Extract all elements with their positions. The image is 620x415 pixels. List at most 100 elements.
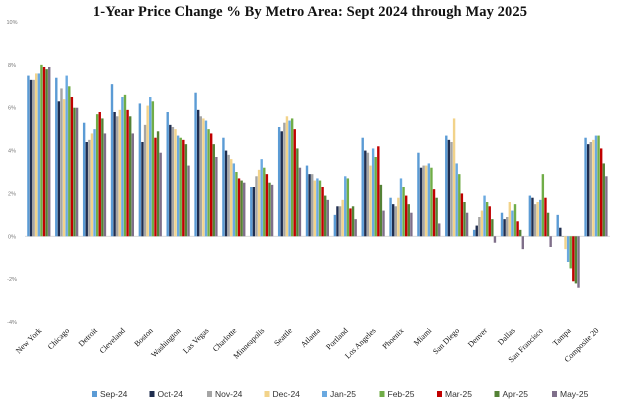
bar-nov-24 (506, 217, 509, 237)
bar-apr-25 (268, 182, 271, 237)
bar-mar-25 (516, 221, 519, 237)
bar-dec-24 (313, 180, 316, 237)
bar-sep-24 (27, 75, 30, 237)
y-tick-label: 4% (8, 149, 16, 155)
bar-dec-24 (118, 109, 121, 237)
bar-dec-24 (369, 165, 372, 237)
bar-dec-24 (174, 129, 177, 237)
bar-apr-25 (212, 144, 215, 237)
bar-dec-24 (452, 118, 456, 237)
bar-oct-24 (503, 219, 506, 237)
legend-swatch (552, 391, 557, 397)
bar-sep-24 (472, 229, 476, 237)
bar-sep-24 (556, 214, 559, 237)
category-label: Cleveland (98, 326, 127, 355)
bar-may-25 (577, 236, 580, 288)
bar-mar-25 (544, 197, 547, 237)
bar-may-25 (215, 157, 218, 237)
category-label: San Diego (431, 326, 461, 356)
bar-oct-24 (364, 150, 367, 237)
bar-jan-25 (316, 178, 319, 237)
bar-sep-24 (333, 214, 337, 237)
bar-may-25 (465, 212, 469, 237)
bar-sep-24 (138, 103, 142, 237)
bar-apr-25 (602, 163, 605, 237)
bar-sep-24 (417, 152, 420, 237)
bar-mar-25 (404, 195, 408, 237)
category-label: Las Vegas (181, 326, 210, 355)
bar-sep-24 (445, 135, 448, 237)
bar-jan-25 (371, 148, 375, 237)
category-label: Tampa (551, 326, 573, 348)
bar-mar-25 (265, 174, 269, 237)
bar-may-25 (382, 210, 385, 237)
bar-feb-25 (485, 202, 489, 237)
bar-jan-25 (204, 120, 208, 237)
bar-mar-25 (126, 109, 129, 237)
bar-mar-25 (349, 208, 352, 237)
legend-label: Jan-25 (330, 389, 356, 399)
bar-jan-25 (93, 129, 96, 237)
bar-apr-25 (379, 184, 383, 237)
bar-nov-24 (116, 116, 119, 237)
bar-nov-24 (88, 139, 91, 237)
bar-nov-24 (394, 206, 397, 237)
bar-may-25 (549, 236, 552, 247)
bar-feb-25 (95, 114, 99, 237)
bar-nov-24 (589, 142, 592, 237)
bar-feb-25 (151, 101, 155, 237)
legend-label: Feb-25 (388, 389, 415, 399)
bar-apr-25 (491, 219, 494, 237)
bar-jan-25 (344, 176, 347, 237)
bar-apr-25 (463, 202, 466, 237)
bar-may-25 (605, 176, 608, 237)
bar-may-25 (48, 67, 51, 237)
bar-apr-25 (101, 118, 104, 237)
y-tick-label: -4% (7, 320, 17, 326)
bar-oct-24 (169, 124, 172, 237)
bar-feb-25 (263, 167, 266, 237)
y-tick-label: 6% (8, 106, 16, 112)
bar-nov-24 (283, 122, 286, 237)
legend-swatch (149, 391, 155, 397)
category-label: Phoenix (381, 326, 406, 351)
bar-apr-25 (45, 69, 48, 237)
bar-feb-25 (513, 204, 517, 237)
bar-apr-25 (519, 229, 522, 237)
bar-oct-24 (559, 227, 562, 237)
category-label: Washington (149, 326, 182, 359)
legend-label: Apr-25 (503, 389, 529, 399)
bar-feb-25 (430, 167, 433, 237)
bar-apr-25 (574, 236, 578, 284)
bar-mar-25 (599, 148, 603, 237)
bar-dec-24 (564, 236, 567, 250)
bar-mar-25 (377, 146, 380, 237)
bar-oct-24 (196, 109, 200, 237)
bar-oct-24 (224, 150, 228, 237)
bar-oct-24 (419, 167, 423, 237)
y-tick-label: 0% (8, 234, 16, 240)
bar-may-25 (410, 212, 413, 237)
bar-jan-25 (427, 163, 431, 237)
bar-feb-25 (207, 129, 210, 237)
bar-oct-24 (280, 131, 283, 237)
bar-mar-25 (460, 193, 464, 237)
bar-dec-24 (536, 202, 539, 237)
bar-dec-24 (257, 169, 261, 237)
bar-dec-24 (62, 99, 66, 237)
bar-mar-25 (572, 236, 575, 282)
bar-nov-24 (366, 152, 370, 237)
bar-oct-24 (141, 142, 144, 237)
bar-sep-24 (82, 122, 86, 237)
bar-feb-25 (235, 172, 238, 237)
bar-apr-25 (324, 195, 327, 237)
category-label: Atlanta (299, 326, 322, 349)
bar-oct-24 (252, 187, 256, 237)
bar-jan-25 (594, 135, 598, 237)
bar-oct-24 (475, 225, 478, 237)
bar-jan-25 (483, 195, 486, 237)
bar-apr-25 (156, 131, 160, 237)
bar-dec-24 (341, 199, 344, 237)
